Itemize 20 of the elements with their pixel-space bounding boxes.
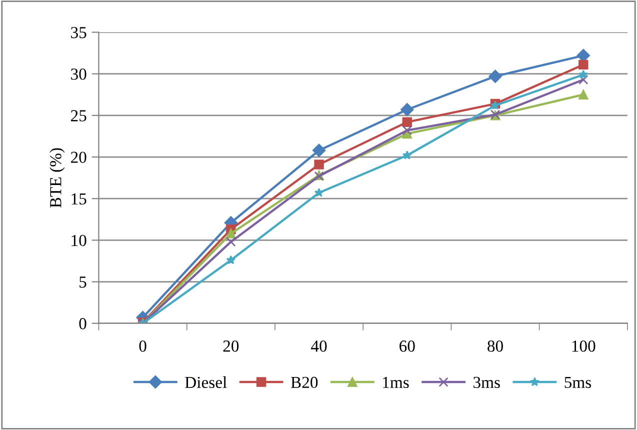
x-tick-label: 60 <box>400 340 415 352</box>
y-tick-label: 0 <box>79 318 86 330</box>
x-tick-label: 20 <box>223 340 239 352</box>
y-axis-title: BTE (%) <box>50 148 65 208</box>
x-tick-label: 80 <box>488 340 503 352</box>
legend-label: 1ms <box>383 376 409 388</box>
y-tick-label: 25 <box>70 110 86 122</box>
legend-label: 5ms <box>564 376 592 388</box>
x-tick-label: 0 <box>139 340 146 352</box>
y-tick-label: 35 <box>71 26 86 38</box>
legend-label: B20 <box>290 376 318 388</box>
y-tick-label: 15 <box>72 193 86 205</box>
legend-label: Diesel <box>185 376 227 388</box>
x-tick-label: 40 <box>311 340 327 352</box>
y-tick-label: 20 <box>70 152 86 163</box>
x-tick-label: 100 <box>572 340 596 352</box>
y-tick-label: 30 <box>71 68 86 80</box>
legend-label: 3ms <box>474 376 500 388</box>
y-tick-label: 5 <box>80 276 86 288</box>
y-tick-label: 10 <box>72 234 86 246</box>
